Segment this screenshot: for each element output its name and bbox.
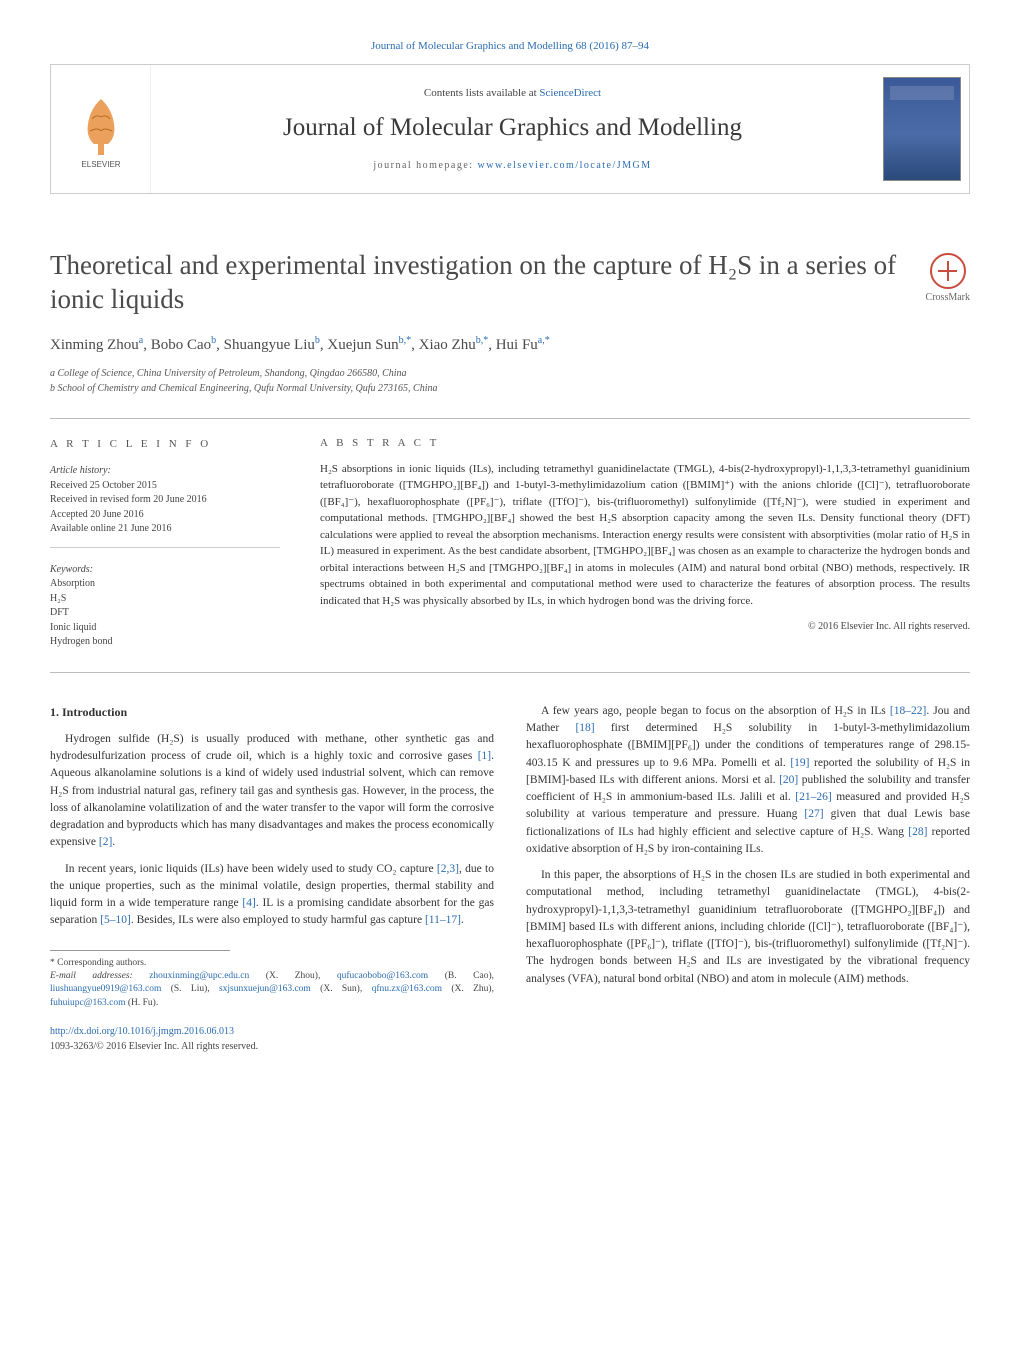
article-info-block: A R T I C L E I N F O Article history: R… — [50, 437, 280, 650]
journal-cover-thumb-wrap — [874, 65, 969, 193]
crossmark-icon — [930, 253, 966, 289]
body-col-right: A few years ago, people began to focus o… — [526, 703, 970, 1054]
affiliation-a: a College of Science, China University o… — [50, 366, 970, 381]
header-citation: Journal of Molecular Graphics and Modell… — [50, 40, 970, 52]
contents-prefix: Contents lists available at — [424, 87, 539, 99]
history-revised: Received in revised form 20 June 2016 — [50, 493, 280, 508]
doi-link[interactable]: http://dx.doi.org/10.1016/j.jmgm.2016.06… — [50, 1026, 234, 1037]
affiliations: a College of Science, China University o… — [50, 366, 970, 396]
divider-bottom — [50, 672, 970, 673]
journal-name: Journal of Molecular Graphics and Modell… — [161, 114, 864, 142]
sciencedirect-link[interactable]: ScienceDirect — [539, 87, 601, 99]
intro-para-2: A few years ago, people began to focus o… — [526, 703, 970, 858]
emails-line: E-mail addresses: zhouxinming@upc.edu.cn… — [50, 970, 494, 1010]
elsevier-tree-icon: ELSEVIER — [70, 89, 132, 169]
history-accepted: Accepted 20 June 2016 — [50, 508, 280, 523]
journal-cover-thumb — [883, 77, 961, 181]
keyword-1: H₂S — [50, 592, 280, 607]
article-info-label: A R T I C L E I N F O — [50, 437, 280, 453]
crossmark-label: CrossMark — [926, 292, 970, 303]
banner-center: Contents lists available at ScienceDirec… — [151, 77, 874, 181]
header-citation-link[interactable]: Journal of Molecular Graphics and Modell… — [371, 40, 649, 52]
corresponding-note: * Corresponding authors. — [50, 957, 494, 970]
svg-text:ELSEVIER: ELSEVIER — [81, 160, 120, 169]
abstract-block: A B S T R A C T H₂S absorptions in ionic… — [320, 437, 970, 650]
history-online: Available online 21 June 2016 — [50, 522, 280, 537]
crossmark-badge[interactable]: CrossMark — [926, 253, 970, 303]
divider-top — [50, 418, 970, 419]
intro-para-0: Hydrogen sulfide (H₂S) is usually produc… — [50, 731, 494, 852]
article-title: Theoretical and experimental investigati… — [50, 249, 910, 317]
footnote-separator — [50, 950, 230, 951]
intro-heading: 1. Introduction — [50, 703, 494, 721]
keyword-0: Absorption — [50, 577, 280, 592]
contents-available-line: Contents lists available at ScienceDirec… — [161, 87, 864, 99]
abstract-label: A B S T R A C T — [320, 437, 970, 449]
keyword-4: Hydrogen bond — [50, 635, 280, 650]
intro-para-1: In recent years, ionic liquids (ILs) hav… — [50, 861, 494, 930]
abstract-copyright: © 2016 Elsevier Inc. All rights reserved… — [320, 621, 970, 632]
journal-homepage-link[interactable]: www.elsevier.com/locate/JMGM — [478, 160, 652, 171]
info-divider — [50, 547, 280, 548]
body-columns: 1. Introduction Hydrogen sulfide (H₂S) i… — [50, 703, 970, 1054]
doi-block: http://dx.doi.org/10.1016/j.jmgm.2016.06… — [50, 1024, 494, 1054]
footnotes: * Corresponding authors. E-mail addresse… — [50, 957, 494, 1010]
journal-banner: ELSEVIER Contents lists available at Sci… — [50, 64, 970, 194]
authors-line: Xinming Zhoua, Bobo Caob, Shuangyue Liub… — [50, 335, 970, 354]
body-col-left: 1. Introduction Hydrogen sulfide (H₂S) i… — [50, 703, 494, 1054]
intro-para-3: In this paper, the absorptions of H₂S in… — [526, 867, 970, 988]
publisher-logo: ELSEVIER — [51, 65, 151, 193]
abstract-text: H₂S absorptions in ionic liquids (ILs), … — [320, 461, 970, 610]
article-history-head: Article history: — [50, 464, 280, 479]
affiliation-b: b School of Chemistry and Chemical Engin… — [50, 381, 970, 396]
keywords-head: Keywords: — [50, 563, 280, 578]
history-received: Received 25 October 2015 — [50, 479, 280, 494]
issn-line: 1093-3263/© 2016 Elsevier Inc. All right… — [50, 1041, 258, 1052]
emails-label: E-mail addresses: — [50, 971, 149, 981]
keyword-3: Ionic liquid — [50, 621, 280, 636]
journal-homepage-line: journal homepage: www.elsevier.com/locat… — [161, 160, 864, 171]
homepage-prefix: journal homepage: — [373, 160, 477, 171]
keyword-2: DFT — [50, 606, 280, 621]
